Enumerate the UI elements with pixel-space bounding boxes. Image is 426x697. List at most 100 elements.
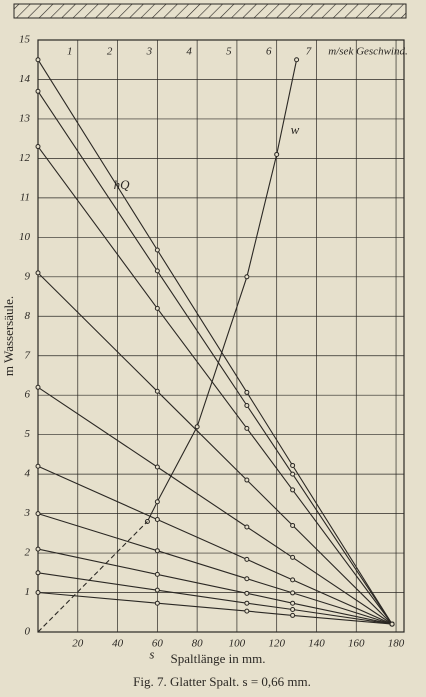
data-line [37,146,393,625]
x2-tick-label: 2 [107,46,113,58]
y-tick-label: 0 [25,626,31,638]
y-tick-label: 10 [19,231,31,243]
data-point [35,570,41,576]
data-point [154,247,160,253]
data-point [244,590,250,596]
data-point [290,612,296,618]
data-point [290,462,296,468]
data-point [244,608,250,614]
x-tick-label: 160 [348,638,365,650]
data-point [244,556,250,562]
x2-tick-label: 4 [186,46,192,58]
data-point [294,57,300,63]
annotation: s [149,647,154,662]
y-tick-label: 13 [19,112,31,124]
y-tick-label: 6 [25,389,31,401]
y-tick-label: 14 [19,73,31,85]
data-point [244,425,250,431]
y-tick-label: 7 [25,349,31,361]
data-point [154,305,160,311]
caption: Fig. 7. Glatter Spalt. s = 0,66 mm. [133,674,311,689]
x-tick-label: 140 [308,638,325,650]
x2-tick-label: 7 [306,46,312,58]
data-point [35,546,41,552]
data-point [35,590,41,596]
y-tick-label: 12 [19,152,31,164]
x-tick-label: 20 [72,638,84,650]
data-point [154,517,160,523]
data-point [290,522,296,528]
data-point [154,388,160,394]
y-tick-label: 9 [25,270,31,282]
x-tick-label: 40 [112,638,124,650]
data-point [154,587,160,593]
y-tick-label: 3 [24,507,31,519]
data-line [37,59,393,625]
data-point [244,477,250,483]
annotation: hQ [114,177,131,192]
data-point [35,511,41,517]
plot-frame [37,39,405,633]
data-point [154,464,160,470]
data-point [290,554,296,560]
data-point [35,144,41,150]
y-axis-label: m Wassersäule. [1,296,16,376]
data-point [154,268,160,274]
data-line [37,465,393,625]
data-point [274,151,280,157]
x-tick-label: 120 [268,638,285,650]
x-axis-label: Spaltlänge in mm. [171,651,266,666]
data-line [37,272,393,625]
data-point [154,571,160,577]
data-line [37,591,393,625]
data-point [194,424,200,430]
data-point [290,590,296,596]
annotation: w [291,122,300,137]
y-tick-label: 1 [25,586,31,598]
dashed-curve [37,521,148,633]
data-line [37,90,393,625]
data-point [290,600,296,606]
wall-hatch [13,3,407,19]
data-point [244,402,250,408]
data-point [290,471,296,477]
data-point [290,487,296,493]
y-tick-label: 4 [25,468,31,480]
data-point [154,548,160,554]
x-tick-label: 100 [229,638,246,650]
x-tick-label: 60 [152,638,164,650]
data-point [290,577,296,583]
data-point [290,607,296,613]
data-line [37,572,393,625]
data-point [244,600,250,606]
x-tick-label: 180 [388,638,405,650]
y-tick-label: 2 [25,547,31,559]
x2-tick-label: 5 [226,46,232,58]
y-tick-label: 5 [25,428,31,440]
data-point [35,88,41,94]
data-point [244,524,250,530]
x2-tick-label: 6 [266,46,272,58]
data-point [35,463,41,469]
x2-tick-label: 1 [67,46,73,58]
data-point [154,600,160,606]
x-tick-label: 80 [192,638,204,650]
data-point [35,384,41,390]
data-point [35,270,41,276]
x2-axis-label: m/sek Geschwind. [328,46,407,58]
data-line [37,513,393,625]
x2-tick-label: 3 [146,46,153,58]
data-point [244,389,250,395]
data-point [389,621,395,627]
data-line [37,548,393,625]
y-tick-label: 8 [25,310,31,322]
data-point [35,57,41,63]
y-tick-label: 15 [19,34,31,46]
data-line [146,59,298,522]
data-point [244,576,250,582]
data-line [37,386,393,625]
y-tick-label: 11 [20,191,30,203]
data-point [244,274,250,280]
data-point [154,499,160,505]
